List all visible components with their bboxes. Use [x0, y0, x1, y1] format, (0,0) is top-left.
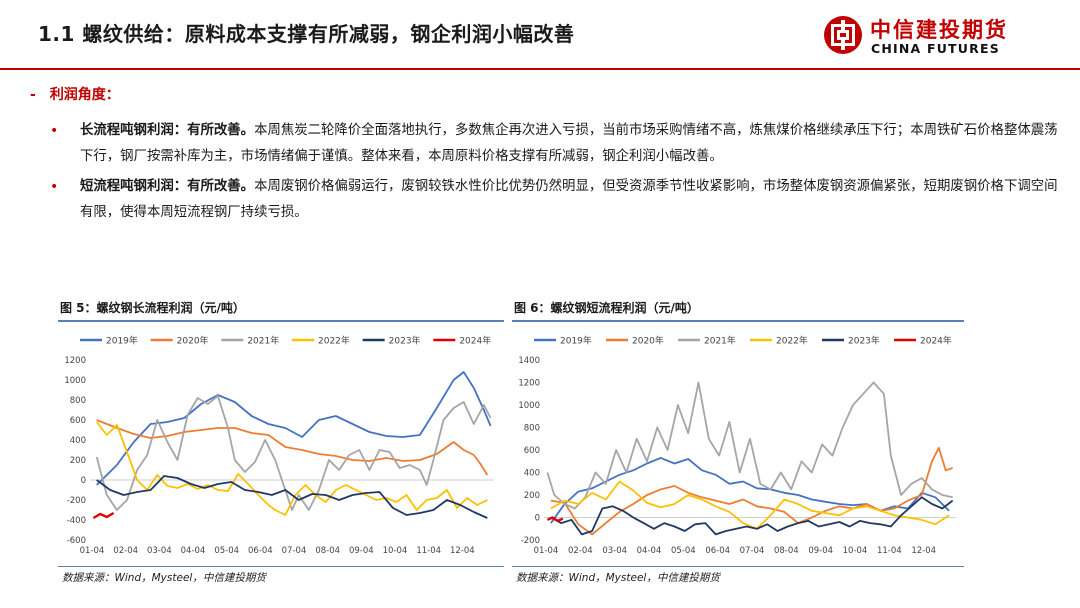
y-tick-label: 600 [524, 446, 540, 456]
x-tick-label: 09-04 [349, 546, 374, 556]
y-tick-label: 600 [70, 416, 86, 426]
x-tick-label: 04-04 [637, 546, 662, 556]
y-tick-label: -600 [67, 536, 86, 546]
legend-label: 2024年 [920, 335, 952, 347]
section-dash: - [30, 87, 36, 103]
x-tick-label: 02-04 [113, 546, 138, 556]
y-tick-label: -400 [67, 516, 86, 526]
x-tick-label: 04-04 [181, 546, 206, 556]
legend-label: 2022年 [776, 335, 808, 347]
bullet-text: 本周废钢价格偏弱运行，废钢较铁水性价比优势仍然明显，但受资源季节性收紧影响，市场… [80, 179, 1058, 220]
section-heading: - 利润角度： [30, 84, 120, 104]
series-line [96, 419, 489, 476]
figure-6-source: 数据来源：Wind，Mysteel，中信建投期货 [516, 572, 720, 584]
figure-5-title: 图 5：螺纹钢长流程利润（元/吨） [60, 301, 245, 315]
figure-5-chart: 2019年 2020年 2021年 2022年 2023年 2024年 1200 1000 80… [64, 335, 494, 556]
figure-6-title: 图 6：螺纹钢短流程利润（元/吨） [514, 301, 699, 315]
y-tick-label: 200 [524, 491, 540, 501]
series-line [546, 381, 953, 510]
page-title: 1.1 螺纹供给：原料成本支撑有所减弱，钢企利润小幅改善 [38, 22, 575, 46]
y-tick-label: 1000 [64, 376, 86, 386]
bullet-text: 本周焦炭二轮降价全面落地执行，多数焦企再次进入亏损，当前市场采购情绪不高，炼焦煤… [80, 123, 1058, 164]
series-line [92, 511, 115, 520]
company-logo: 中信建投期货 CHINA FUTURES [818, 10, 1018, 62]
x-tick-label: 07-04 [740, 546, 765, 556]
y-tick-label: 1400 [518, 356, 540, 366]
x-tick-label: 05-04 [671, 546, 696, 556]
x-tick-label: 02-04 [568, 546, 593, 556]
series-line [546, 516, 564, 523]
x-tick-label: 06-04 [705, 546, 730, 556]
y-tick-label: 800 [70, 396, 86, 406]
x-tick-label: 11-04 [877, 546, 902, 556]
header-divider [0, 68, 1080, 70]
bullet-dot-icon: • [50, 123, 59, 139]
y-tick-label: -200 [67, 496, 86, 506]
y-tick-label: 800 [524, 424, 540, 434]
figure-5-bottom-rule [58, 566, 504, 567]
x-tick-label: 06-04 [248, 546, 273, 556]
legend-label: 2023年 [848, 335, 880, 347]
series-line [95, 395, 492, 511]
series-line [96, 475, 488, 519]
y-tick-label: 400 [70, 436, 86, 446]
x-tick-label: 09-04 [808, 546, 833, 556]
citic-logo-icon [824, 16, 862, 54]
series-line [550, 496, 954, 536]
legend-label: 2019年 [106, 335, 138, 347]
y-tick-label: 0 [81, 476, 86, 486]
series-line [96, 371, 492, 486]
legend-label: 2020年 [632, 335, 664, 347]
x-tick-label: 08-04 [315, 546, 340, 556]
figure-6-bottom-rule [512, 566, 964, 567]
slide-header: 1.1 螺纹供给：原料成本支撑有所减弱，钢企利润小幅改善 中信建投期货 CHIN… [0, 0, 1080, 70]
logo-english-name: CHINA FUTURES [871, 41, 1000, 56]
x-tick-label: 03-04 [147, 546, 172, 556]
bullet-lead: 短流程吨钢利润：有所改善。 [80, 179, 255, 194]
y-tick-label: 0 [535, 514, 540, 524]
y-tick-label: 1200 [64, 356, 86, 366]
x-tick-label: 12-04 [450, 546, 475, 556]
x-tick-label: 03-04 [602, 546, 627, 556]
figure-5-rule [58, 320, 504, 322]
legend-label: 2019年 [560, 335, 592, 347]
bullet-list: • 长流程吨钢利润：有所改善。本周焦炭二轮降价全面落地执行，多数焦企再次进入亏损… [50, 118, 1060, 230]
y-tick-label: 1200 [518, 379, 540, 389]
figure-6-rule [512, 320, 964, 322]
bullet-dot-icon: • [50, 179, 59, 195]
y-tick-label: -200 [521, 536, 540, 546]
bullet-short-process: • 短流程吨钢利润：有所改善。本周废钢价格偏弱运行，废钢较铁水性价比优势仍然明显… [50, 174, 1060, 226]
x-tick-label: 12-04 [911, 546, 936, 556]
figure-6-chart: 2019年 2020年 2021年 2022年 2023年 2024年 1400 1200 10… [518, 335, 956, 556]
x-tick-label: 10-04 [843, 546, 868, 556]
x-tick-label: 10-04 [383, 546, 408, 556]
x-tick-label: 01-04 [534, 546, 559, 556]
x-tick-label: 11-04 [416, 546, 441, 556]
series-line [95, 421, 488, 516]
legend-label: 2023年 [389, 335, 421, 347]
bullet-long-process: • 长流程吨钢利润：有所改善。本周焦炭二轮降价全面落地执行，多数焦企再次进入亏损… [50, 118, 1060, 170]
x-tick-label: 01-04 [80, 546, 105, 556]
x-tick-label: 08-04 [774, 546, 799, 556]
section-label: 利润角度： [49, 87, 120, 103]
legend-label: 2021年 [704, 335, 736, 347]
x-tick-label: 05-04 [214, 546, 239, 556]
figure-5-source: 数据来源：Wind，Mysteel，中信建投期货 [62, 572, 266, 584]
y-tick-label: 400 [524, 469, 540, 479]
logo-chinese-name: 中信建投期货 [870, 18, 1008, 42]
legend-label: 2021年 [247, 335, 279, 347]
legend-label: 2024年 [459, 335, 491, 347]
legend-label: 2020年 [177, 335, 209, 347]
x-tick-label: 07-04 [282, 546, 307, 556]
legend-label: 2022年 [318, 335, 350, 347]
series-line [550, 480, 950, 530]
y-tick-label: 1000 [518, 401, 540, 411]
bullet-lead: 长流程吨钢利润：有所改善。 [80, 123, 255, 138]
y-tick-label: 200 [70, 456, 86, 466]
